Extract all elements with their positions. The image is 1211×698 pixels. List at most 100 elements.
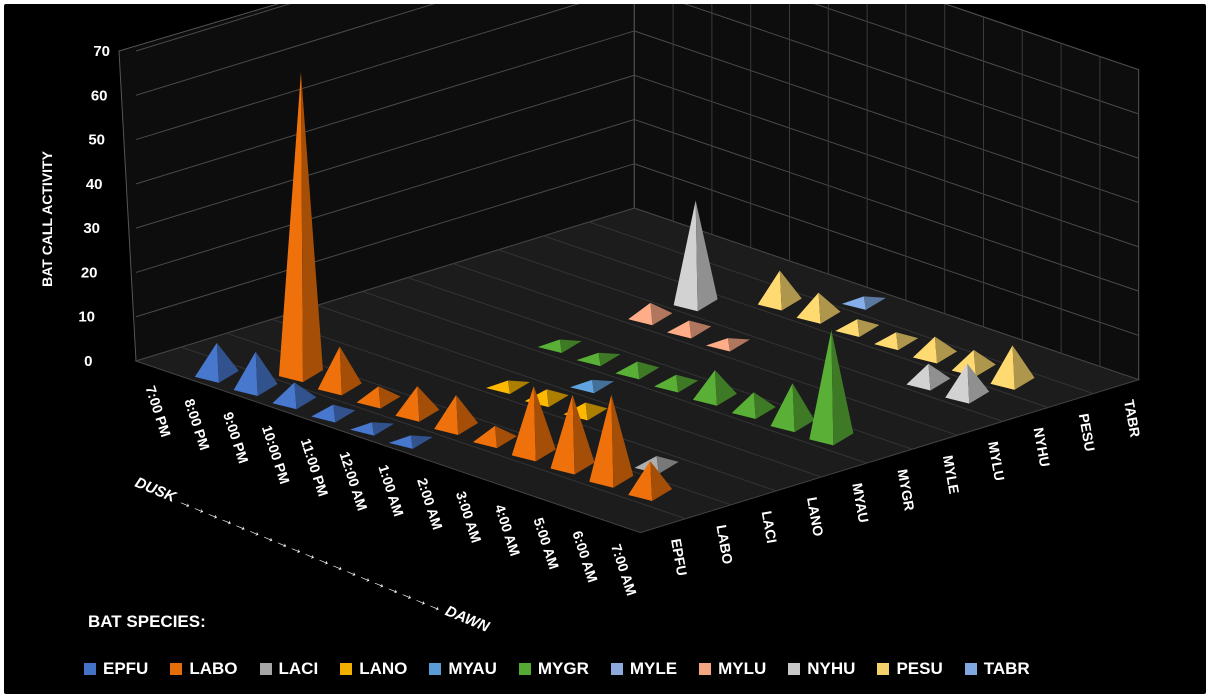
gridline: [683, 4, 1139, 159]
chart-cone: [311, 404, 336, 423]
chart-plot: 70 60 50 40 30 20 10 0 BAT CALL ACTIVITY 7:00 PM 8…: [39, 4, 1143, 636]
legend-label: MYGR: [537, 659, 589, 678]
chart-cone: [494, 425, 517, 449]
legend-swatch: [610, 663, 623, 675]
series-axis-label: LANO: [804, 496, 827, 538]
chart-cone: [410, 435, 433, 449]
chart-cone: [194, 342, 219, 383]
chart-cone: [676, 374, 699, 393]
series-axis-label: TABR: [1121, 398, 1143, 438]
y-tick-label: 60: [91, 87, 108, 104]
chart-cone: [378, 386, 401, 409]
x-tick-label: 3:00 AM: [453, 489, 485, 545]
chart-cone: [689, 320, 712, 339]
chart-cone: [809, 330, 834, 446]
legend-title: BAT SPECIES:: [88, 612, 206, 631]
chart-cone: [550, 394, 575, 475]
floor-gridline: [452, 263, 958, 436]
x-tick-label: 6:00 AM: [569, 529, 601, 585]
series-axis-label: MYLE: [940, 454, 963, 495]
series-axis-label: LACI: [759, 510, 780, 545]
chart-cone: [753, 392, 776, 419]
chart-cone: [300, 72, 323, 383]
gridline: [135, 4, 580, 141]
legend-swatch: [518, 663, 531, 675]
y-tick-label: 40: [86, 176, 103, 193]
legend-item: NYHU: [788, 659, 855, 679]
legend-label: MYLE: [629, 659, 678, 678]
gridline: [634, 163, 1139, 336]
chart-cone: [637, 361, 660, 380]
chart-cone: [255, 351, 278, 397]
chart-cone: [507, 380, 530, 394]
x-tick-label: 10:00 PM: [259, 423, 293, 486]
chart-cone: [973, 349, 996, 377]
chart-cone: [835, 319, 860, 337]
series-axis-label: MYAU: [849, 482, 872, 524]
chart-cone: [350, 422, 375, 436]
legend-swatch: [877, 663, 890, 675]
x-tick-label: 8:00 PM: [181, 397, 213, 452]
chart-cone: [770, 383, 795, 433]
gridline: [813, 4, 1139, 115]
chart-cone: [572, 394, 595, 475]
chart-cone: [695, 200, 718, 312]
legend-item: MYLU: [699, 659, 766, 679]
gridline: [135, 119, 635, 273]
legend-swatch: [259, 663, 272, 675]
legend-swatch: [964, 663, 977, 675]
gridline: [135, 4, 291, 52]
chart-cone: [831, 330, 854, 446]
chart-cone: [654, 374, 679, 393]
gridline: [634, 74, 1139, 248]
chart-cone: [216, 342, 239, 383]
chart-cone: [570, 379, 595, 394]
chart-cone: [912, 336, 937, 364]
legend-swatch: [170, 663, 183, 675]
y-tick-label: 0: [84, 353, 92, 370]
x-tick-label: 11:00 PM: [298, 436, 332, 498]
legend-label: MYLU: [718, 659, 767, 678]
legend-label: NYHU: [807, 659, 856, 678]
chart-cone: [757, 270, 782, 311]
legend-item: EPFU: [84, 659, 148, 679]
chart-cone: [945, 363, 970, 404]
legend-swatch: [84, 663, 96, 675]
floor-gridline: [317, 304, 822, 478]
chart-cone: [796, 292, 821, 324]
gridline: [634, 30, 1139, 204]
chart-cone: [990, 345, 1015, 390]
chart-cone: [863, 296, 886, 310]
y-tick-label: 70: [93, 43, 110, 60]
legend-item: TABR: [964, 659, 1030, 679]
gridline: [135, 163, 635, 318]
legend-label: MYAU: [448, 659, 497, 678]
legend-item: LABO: [170, 659, 238, 679]
chart-cone: [559, 339, 582, 353]
chart-cone: [792, 383, 815, 433]
legend-label: LABO: [189, 659, 238, 678]
chart-cone: [818, 292, 841, 324]
gridline: [135, 30, 635, 185]
legend: EPFU LABO LACI LANO MYAU MYGR MYLE MYLU NYHU PESU…: [84, 656, 1052, 682]
x-tick-label: 1:00 AM: [375, 463, 407, 519]
chart-cone: [434, 394, 459, 435]
chart-cone: [934, 336, 957, 364]
chart-cone: [896, 332, 919, 351]
series-axis-label: MYGR: [895, 468, 918, 512]
y-axis-label: BAT CALL ACTIVITY: [39, 150, 55, 287]
series-axis-label: MYLU: [985, 440, 1008, 482]
gridline: [944, 4, 1139, 71]
legend-item: MYAU: [429, 659, 497, 679]
chart-cone: [779, 270, 802, 311]
chart-cone: [388, 435, 413, 449]
chart-cone: [589, 394, 614, 488]
y-tick-label: 50: [88, 132, 105, 149]
series-axis-label: PESU: [1076, 412, 1098, 452]
y-tick-label: 30: [83, 220, 100, 237]
y-tick-label: 20: [81, 264, 98, 281]
chart-cone: [339, 346, 362, 396]
chart-cone: [731, 392, 756, 419]
x-tick-label: 9:00 PM: [220, 410, 252, 465]
gridline: [634, 119, 1139, 292]
